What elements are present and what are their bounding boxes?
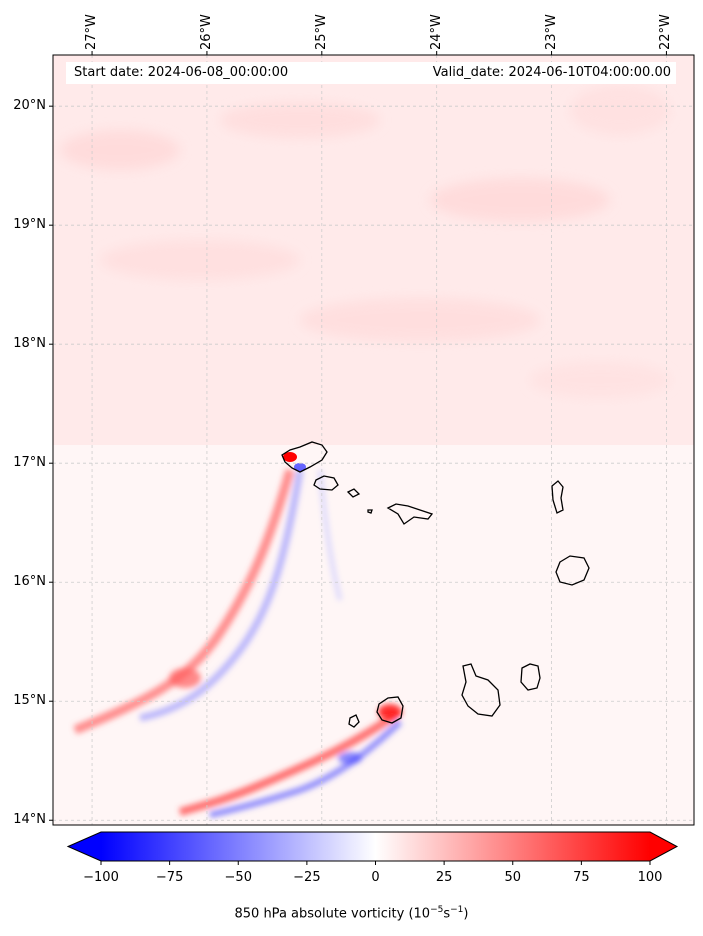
island-santa-luzia: [346, 488, 361, 498]
lon-label: 26°W: [198, 14, 214, 50]
colorbar-label-exponent-1: −5: [430, 905, 444, 915]
valid-date: Valid_date: 2024-06-10T04:00:00.00: [432, 65, 671, 80]
lon-label: 22°W: [658, 14, 674, 50]
island-santo-antao: [281, 441, 328, 473]
colorbar-tick-label: 0: [371, 870, 380, 885]
island-sao-nicolau: [386, 503, 434, 525]
island-boa-vista: [555, 555, 590, 586]
island-maio: [520, 663, 541, 691]
colorbar-tick-label: 50: [504, 870, 522, 885]
lon-label: 23°W: [543, 14, 559, 50]
colorbar-tick-label: 25: [435, 870, 453, 885]
info-box: [66, 62, 676, 84]
lat-label: 18°N: [13, 336, 46, 352]
colorbar-max-extend: [650, 832, 677, 861]
colorbar-tick-label: 100: [637, 870, 663, 885]
island-sal: [551, 480, 564, 514]
colorbar: [66, 831, 679, 865]
colorbar-tick-label: −25: [293, 870, 321, 885]
colorbar-label-main: 850 hPa absolute vorticity (10: [234, 906, 431, 922]
colorbar-tick-label: −75: [155, 870, 184, 885]
colorbar-min-extend: [68, 832, 101, 861]
colorbar-label-end: ): [463, 906, 469, 922]
colorbar-tick-label: −100: [83, 870, 119, 885]
island-brava: [348, 714, 360, 728]
colorbar-gradient: [101, 832, 650, 861]
island-santiago: [461, 663, 501, 717]
lat-label: 20°N: [13, 98, 46, 114]
island-raso: [367, 509, 373, 514]
lat-label: 16°N: [13, 574, 46, 590]
map-frame: [52, 54, 695, 826]
lat-label: 19°N: [13, 217, 46, 233]
lat-label: 15°N: [13, 693, 46, 709]
vorticity-max: [283, 452, 297, 462]
colorbar-tick-label: −50: [224, 870, 252, 885]
graticule: [53, 55, 694, 825]
lat-label: 14°N: [13, 812, 46, 828]
island-sao-vicente: [313, 475, 339, 491]
coastlines: [281, 441, 590, 728]
lon-label: 25°W: [313, 14, 329, 50]
island-fogo: [376, 696, 404, 724]
colorbar-label-exponent-2: −1: [450, 905, 464, 915]
lon-label: 24°W: [428, 14, 444, 50]
vorticity-field: [53, 55, 694, 825]
lat-label: 17°N: [13, 455, 46, 471]
colorbar-tick-label: 75: [573, 870, 590, 885]
colorbar-label-unit: s: [443, 906, 451, 922]
start-date: Start date: 2024-06-08_00:00:00: [74, 65, 289, 80]
lon-label: 27°W: [84, 14, 100, 50]
colorbar-label: 850 hPa absolute vorticity (10−5s−1): [0, 905, 703, 921]
